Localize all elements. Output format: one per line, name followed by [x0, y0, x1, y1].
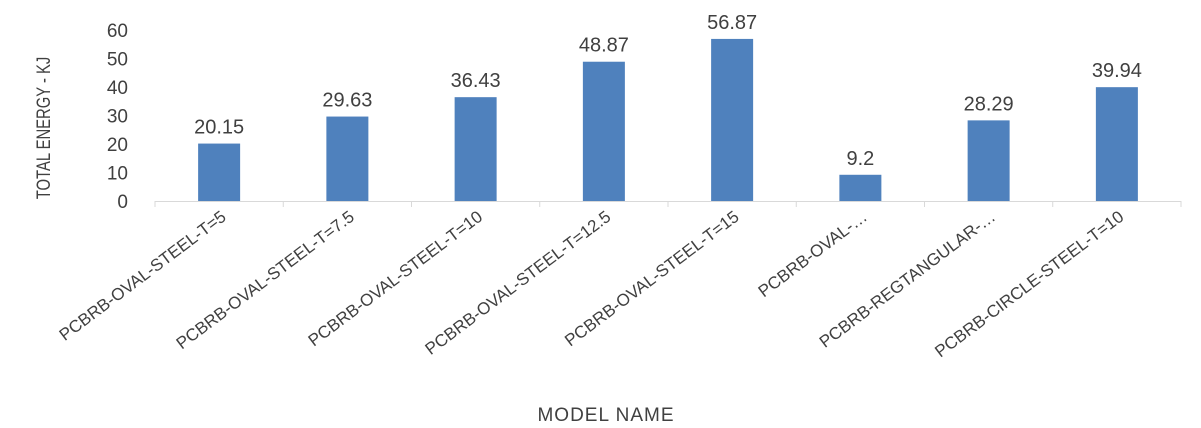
bar: [839, 174, 882, 201]
category-label: PCBRB-OVAL-…: [755, 207, 871, 301]
y-tick-label: 20: [107, 135, 128, 156]
bar: [967, 120, 1010, 201]
category-labels: PCBRB-OVAL-STEEL-T=5PCBRB-OVAL-STEEL-T=7…: [56, 207, 1128, 361]
y-tick-label: 60: [107, 21, 128, 42]
y-tick-label: 0: [117, 192, 128, 213]
y-tick-label: 10: [107, 164, 128, 185]
data-label: 48.87: [579, 35, 629, 57]
bars: [198, 38, 1138, 201]
data-label: 29.63: [322, 90, 372, 112]
data-label: 28.29: [964, 93, 1014, 115]
data-label: 20.15: [194, 117, 244, 139]
bar: [582, 61, 625, 201]
bar: [326, 116, 369, 201]
data-label: 36.43: [451, 70, 501, 92]
data-label: 39.94: [1092, 60, 1142, 82]
y-axis-title: TOTAL ENERGY - KJ: [33, 57, 54, 200]
data-labels: 20.15 29.63 36.43 48.87 56.87 9.2 28.29 39.94: [194, 12, 1142, 170]
y-tick-label: 50: [107, 50, 128, 71]
bar: [1095, 87, 1138, 201]
x-axis-ticks: [154, 201, 1182, 207]
bar: [711, 38, 754, 201]
x-axis-title: MODEL NAME: [537, 405, 674, 426]
y-axis-ticks: 0 10 20 30 40 50 60: [107, 21, 128, 213]
y-tick-label: 40: [107, 78, 128, 99]
data-label: 9.2: [846, 148, 874, 170]
y-tick-label: 30: [107, 107, 128, 128]
bar: [198, 143, 241, 201]
data-label: 56.87: [707, 12, 757, 34]
bar: [454, 97, 497, 201]
